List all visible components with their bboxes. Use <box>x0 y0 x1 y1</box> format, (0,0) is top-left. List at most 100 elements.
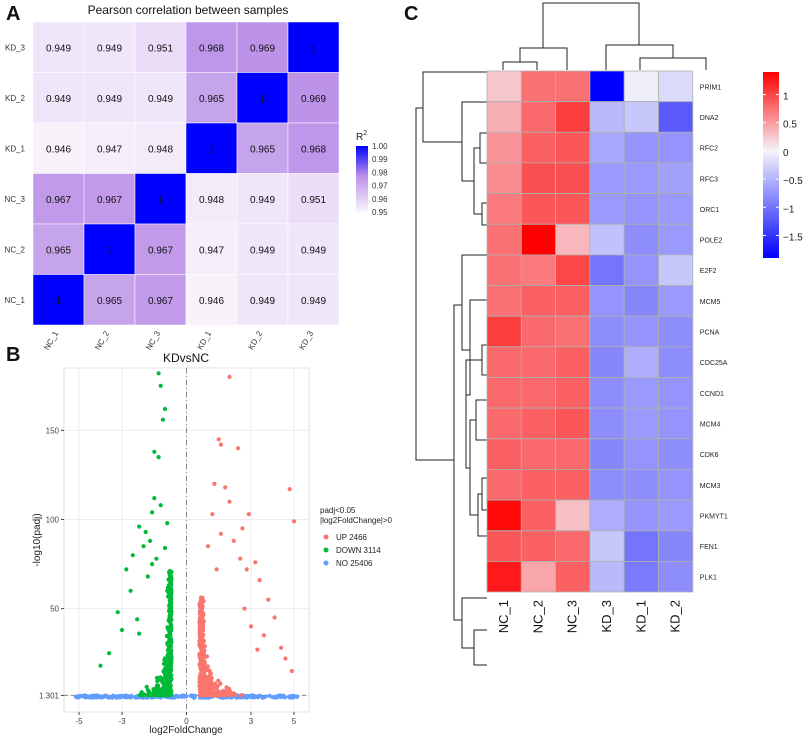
sample-label: NC_3 <box>565 600 580 633</box>
point-down <box>168 631 173 636</box>
corr-cell-label: 1 <box>158 195 164 206</box>
point-down <box>160 417 165 422</box>
point-down <box>164 683 169 689</box>
expr-cell <box>623 285 659 317</box>
corr-col-label: NC_3 <box>144 329 162 352</box>
point-down <box>155 686 160 691</box>
legend-dot <box>323 534 329 540</box>
gene-label: PKMYT1 <box>700 513 728 520</box>
expr-cell <box>486 131 522 164</box>
row-dendro-mcm4-cdk6 <box>481 477 487 511</box>
point-up <box>205 544 211 549</box>
expr-cell <box>658 407 694 440</box>
row-dendro-2 <box>469 419 478 516</box>
point-up <box>279 645 284 650</box>
expr-cell <box>520 285 556 317</box>
point-no <box>73 694 79 700</box>
corr-cell <box>185 223 238 275</box>
corr-cell <box>185 122 238 174</box>
point-down <box>163 691 168 696</box>
expr-cell <box>555 407 591 440</box>
legend-line-2: |log2FoldChange|>0 <box>320 516 393 525</box>
y-tick-label: 100 <box>46 516 60 525</box>
point-down <box>158 503 163 508</box>
corr-cell <box>83 72 136 124</box>
corr-cell <box>287 122 340 174</box>
expr-cell <box>623 162 659 194</box>
point-down <box>119 627 125 633</box>
expr-cell <box>623 254 659 286</box>
point-down <box>169 677 174 682</box>
point-down <box>164 633 169 639</box>
point-down <box>169 637 174 642</box>
point-up <box>208 670 213 676</box>
expr-cell <box>623 530 659 562</box>
expr-cell <box>589 468 625 501</box>
point-up <box>203 668 208 673</box>
expr-cell <box>555 254 591 286</box>
point-up <box>216 678 221 683</box>
y-tick-label: 50 <box>50 605 59 614</box>
point-down <box>168 692 173 698</box>
point-up <box>201 674 206 679</box>
y-tick-label: 150 <box>46 426 60 435</box>
corr-cell <box>185 72 238 124</box>
point-no <box>282 695 288 700</box>
point-down <box>150 562 155 567</box>
expr-cell <box>520 407 556 440</box>
expr-cell <box>555 70 591 103</box>
corr-cell <box>83 122 136 174</box>
point-down <box>162 672 168 677</box>
point-down <box>139 690 144 695</box>
point-up <box>199 616 205 622</box>
corr-cell-label: 0.965 <box>199 94 224 105</box>
sample-label: KD_2 <box>668 600 683 633</box>
corr-row-label: NC_2 <box>5 245 26 254</box>
point-no <box>178 694 183 699</box>
corr-cell <box>134 223 187 275</box>
expr-cell <box>486 438 522 470</box>
row-dendro-3 <box>465 359 482 469</box>
corr-cell-label: 0.969 <box>250 43 275 54</box>
expr-cell <box>486 499 522 532</box>
expr-cell <box>486 346 522 378</box>
point-up <box>205 677 210 682</box>
point-down <box>169 612 174 617</box>
expr-cell <box>623 223 659 256</box>
point-up <box>287 487 292 492</box>
point-down <box>152 449 157 454</box>
panel-label-a: A <box>6 3 20 25</box>
legend-tick: 0.96 <box>372 195 388 204</box>
point-up <box>246 512 251 517</box>
gene-label: DNA2 <box>700 115 719 122</box>
expr-cell <box>623 101 659 133</box>
row-dendro-pkmyt1 <box>461 597 487 649</box>
corr-cell-label: 0.948 <box>199 195 224 206</box>
row-dendro-prim1 <box>422 71 487 143</box>
point-no <box>110 695 115 700</box>
gene-label: ORC1 <box>700 207 720 214</box>
point-no <box>182 694 187 699</box>
corr-cell <box>32 173 85 225</box>
point-no <box>96 695 101 700</box>
expr-cell <box>555 101 591 133</box>
corr-cell-label: 0.969 <box>301 94 326 105</box>
point-up <box>210 512 215 517</box>
point-up <box>198 638 204 643</box>
corr-cell-label: 0.949 <box>301 245 326 256</box>
point-down <box>169 688 174 694</box>
corr-cell-label: 0.949 <box>46 94 71 105</box>
point-no <box>99 695 104 700</box>
corr-cell-label: 1 <box>311 43 317 54</box>
expr-cell <box>486 561 522 593</box>
expr-cell <box>589 131 625 164</box>
point-down <box>168 599 174 604</box>
legend-tick: 1.00 <box>372 142 388 151</box>
point-up <box>291 519 297 524</box>
expr-cell <box>555 315 591 348</box>
expr-cell <box>589 499 625 532</box>
corr-cell <box>236 122 289 174</box>
corr-cell-label: 0.947 <box>97 144 122 155</box>
point-up <box>253 560 258 565</box>
